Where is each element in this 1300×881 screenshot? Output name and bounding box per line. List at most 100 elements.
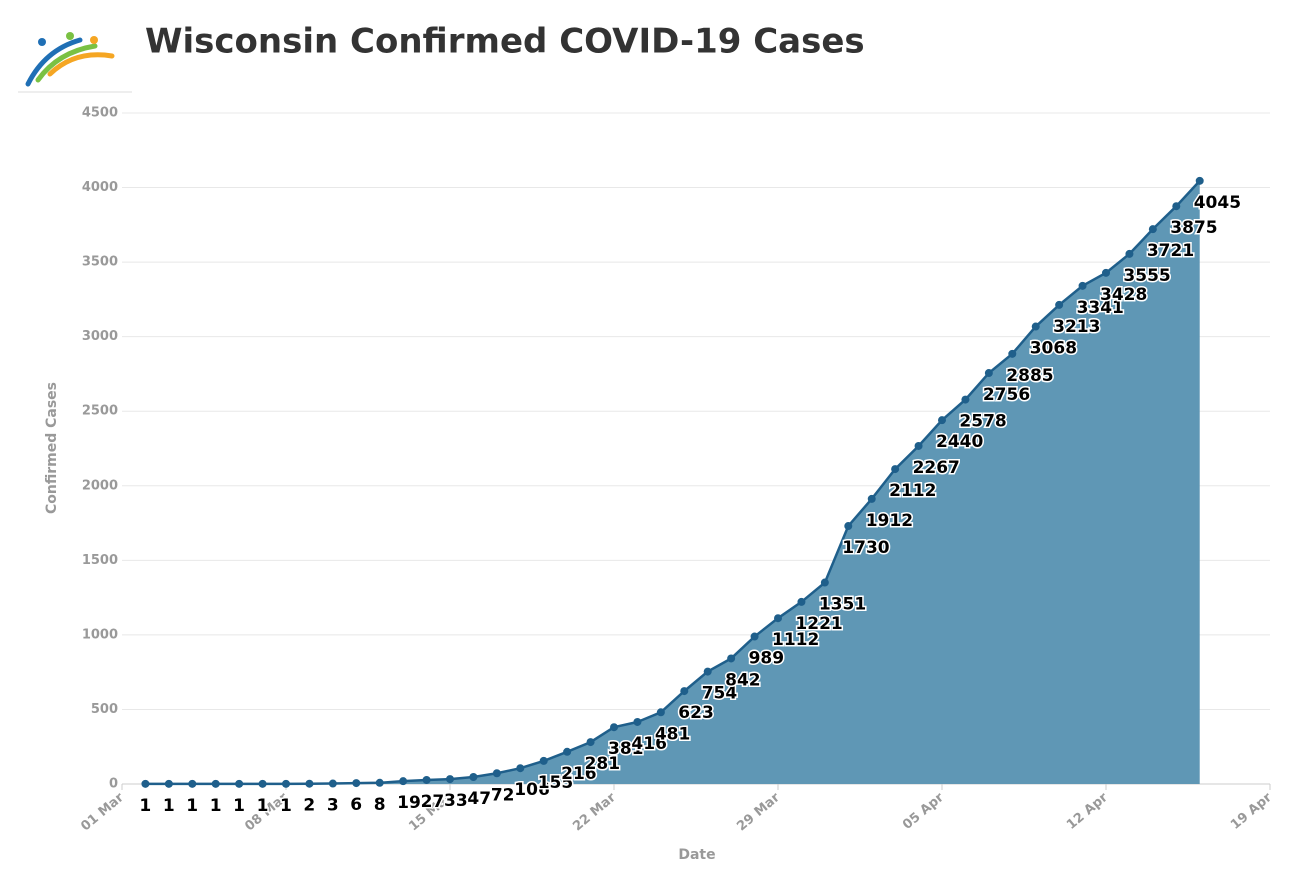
- data-label: 1: [257, 796, 269, 816]
- point: [703, 667, 712, 676]
- data-label: 842: [725, 670, 761, 690]
- point: [516, 764, 525, 773]
- y-tick-label: 3500: [82, 255, 118, 270]
- point: [258, 779, 267, 788]
- point: [211, 779, 220, 788]
- point: [141, 779, 150, 788]
- data-label: 623: [678, 703, 714, 723]
- x-tick-label: 05 Apr: [900, 790, 947, 833]
- point: [727, 654, 736, 663]
- point: [844, 522, 853, 531]
- point: [1008, 349, 1017, 358]
- x-tick-label: 29 Mar: [734, 790, 783, 834]
- data-label: 1: [139, 796, 151, 816]
- data-label: 155: [538, 773, 574, 793]
- x-tick-label: 01 Mar: [78, 790, 127, 834]
- point: [539, 756, 548, 765]
- data-label: 3721: [1147, 241, 1194, 261]
- y-tick-label: 4000: [82, 180, 118, 195]
- point: [867, 494, 876, 503]
- point: [469, 772, 478, 781]
- point: [305, 779, 314, 788]
- point: [750, 632, 759, 641]
- data-label: 3: [327, 796, 339, 816]
- y-tick-label: 0: [109, 777, 118, 792]
- data-label: 754: [702, 684, 738, 704]
- point: [492, 769, 501, 778]
- point: [1148, 225, 1157, 234]
- data-label: 8: [374, 795, 386, 815]
- data-label: 19: [397, 793, 421, 813]
- point: [422, 775, 431, 784]
- point: [188, 779, 197, 788]
- data-label: 1730: [842, 538, 889, 558]
- chart-title: Wisconsin Confirmed COVID-19 Cases: [145, 22, 865, 62]
- point: [610, 723, 618, 732]
- point: [328, 779, 337, 788]
- data-label: 3068: [1030, 339, 1077, 359]
- point: [961, 395, 970, 404]
- data-label: 1912: [866, 511, 913, 531]
- y-tick-label: 2500: [82, 404, 118, 419]
- data-label: 47: [467, 789, 491, 809]
- point: [774, 614, 782, 623]
- data-label: 2885: [1006, 366, 1053, 386]
- y-tick-label: 3000: [82, 329, 118, 344]
- y-tick-label: 2000: [82, 478, 118, 493]
- data-label: 3875: [1170, 218, 1217, 238]
- point: [938, 416, 946, 425]
- x-axis-title: Date: [678, 847, 715, 863]
- data-label: 216: [561, 764, 597, 784]
- point: [1172, 202, 1181, 211]
- data-label: 281: [585, 754, 621, 774]
- data-label: 2112: [889, 481, 936, 501]
- point: [797, 597, 806, 606]
- data-label: 1: [233, 796, 245, 816]
- point: [1055, 300, 1064, 309]
- data-label: 1351: [819, 595, 866, 615]
- data-label: 27: [421, 792, 445, 812]
- data-label: 6: [350, 795, 362, 815]
- point: [1031, 322, 1040, 331]
- point: [820, 578, 829, 587]
- point: [1102, 268, 1110, 277]
- point: [399, 777, 408, 786]
- point: [914, 441, 923, 450]
- point: [563, 747, 572, 756]
- area: [145, 180, 1200, 784]
- data-label: 1: [280, 796, 292, 816]
- data-label: 381: [608, 739, 644, 759]
- point: [680, 687, 689, 696]
- data-label: 1: [163, 796, 175, 816]
- data-label: 481: [655, 724, 691, 744]
- point: [586, 738, 595, 747]
- point: [633, 717, 642, 726]
- data-label: 3213: [1053, 317, 1100, 337]
- data-label: 2440: [936, 432, 983, 452]
- line: [145, 179, 1201, 786]
- point: [656, 708, 665, 717]
- point: [282, 779, 290, 788]
- point: [375, 778, 384, 787]
- point: [1195, 176, 1204, 185]
- data-label: 106: [514, 780, 550, 800]
- y-tick-label: 1000: [82, 627, 118, 642]
- data-label: 2578: [959, 412, 1006, 432]
- data-label: 2267: [913, 458, 960, 478]
- data-label: 1: [186, 796, 198, 816]
- y-tick-label: 1500: [82, 553, 118, 568]
- data-label: 1112: [772, 630, 819, 650]
- point: [446, 775, 454, 784]
- data-label: 3555: [1123, 266, 1170, 286]
- data-label: 3428: [1100, 285, 1147, 305]
- data-label: 989: [749, 649, 785, 669]
- y-axis-title: Confirmed Cases: [44, 382, 60, 514]
- y-tick-label: 4500: [82, 106, 118, 121]
- x-tick-label: 12 Apr: [1064, 790, 1111, 833]
- point: [891, 465, 900, 474]
- data-label: 416: [631, 734, 667, 754]
- y-tick-label: 500: [91, 702, 118, 717]
- data-label: 1221: [795, 614, 842, 634]
- data-label: 3341: [1077, 298, 1124, 318]
